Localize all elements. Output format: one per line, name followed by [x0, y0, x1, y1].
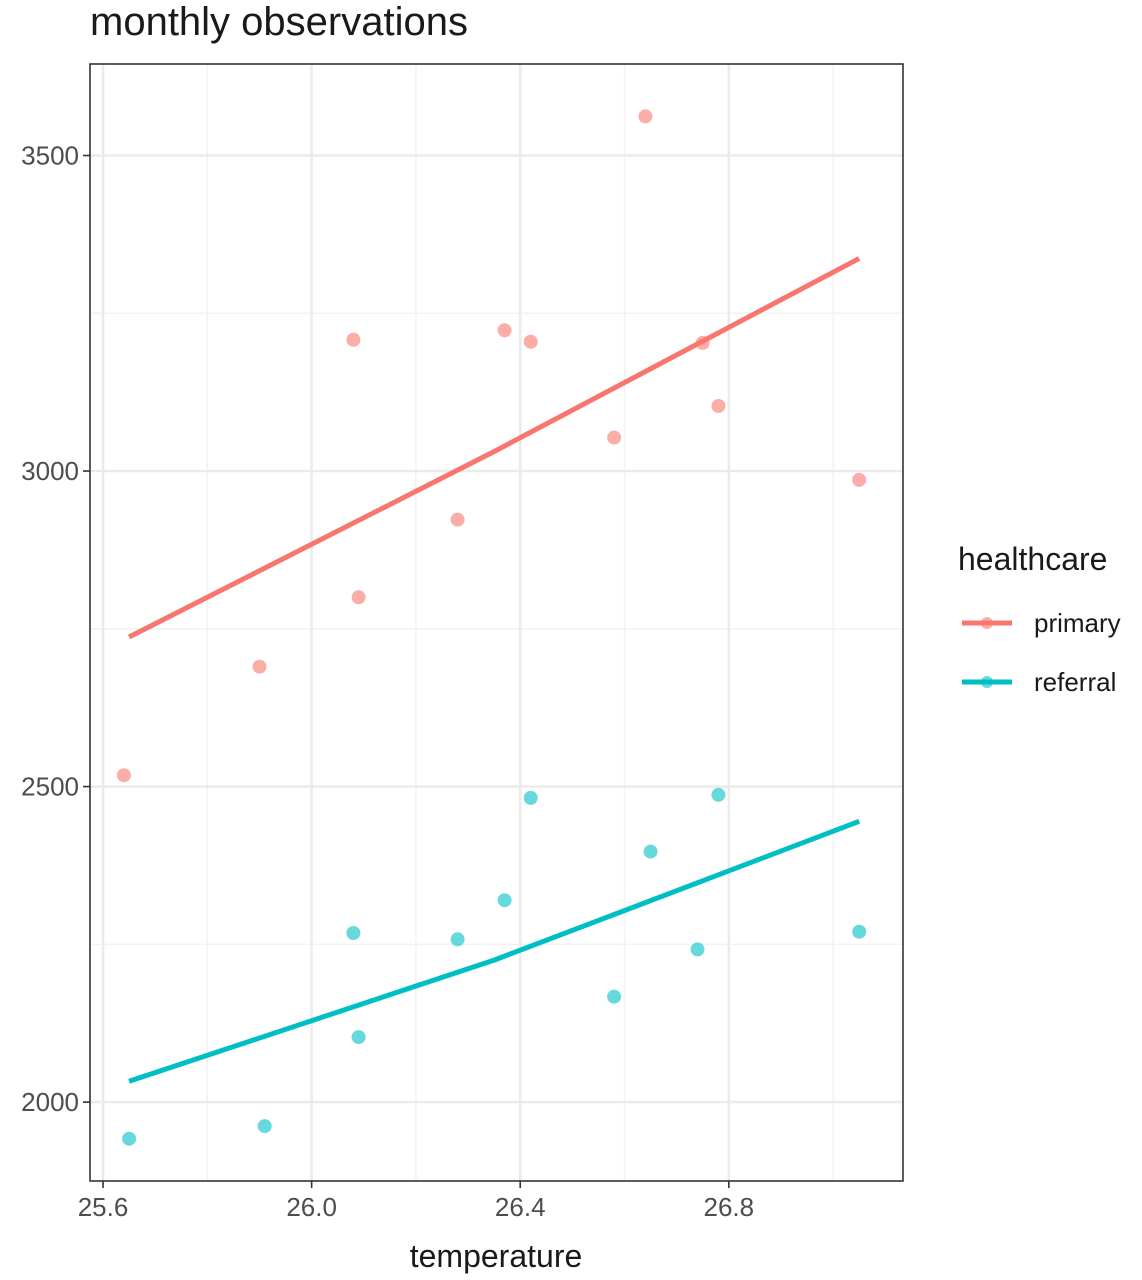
x-tick-label: 26.4 — [495, 1192, 546, 1222]
point-referral — [346, 926, 361, 940]
x-axis: 25.6 26.0 26.4 26.8 — [78, 1181, 754, 1222]
x-tick-label: 26.0 — [286, 1192, 337, 1222]
legend-title: healthcare — [958, 541, 1107, 577]
trend-line-primary — [127, 256, 861, 640]
point-primary — [852, 472, 867, 487]
point-referral — [497, 893, 512, 908]
plot-panel-border — [89, 63, 904, 1182]
point-referral — [351, 1030, 366, 1045]
point-referral — [607, 989, 622, 1004]
minor-gridlines — [90, 64, 903, 1181]
point-primary — [607, 430, 622, 445]
data-points — [116, 109, 867, 1146]
trend-lines — [127, 256, 861, 1084]
y-tick-label: 3500 — [21, 141, 79, 171]
x-tick-label: 25.6 — [78, 1192, 129, 1222]
x-tick-label: 26.8 — [704, 1192, 755, 1222]
point-primary — [638, 109, 653, 124]
point-referral — [643, 844, 658, 859]
legend-item-referral: referral — [962, 667, 1116, 697]
legend-item-primary: primary — [962, 608, 1121, 638]
legend: healthcare primary referral — [958, 541, 1121, 697]
legend-key-point — [981, 676, 993, 688]
point-primary — [450, 512, 465, 527]
point-primary — [497, 323, 512, 338]
point-primary — [523, 334, 538, 349]
y-tick-label: 2500 — [21, 772, 79, 802]
point-referral — [450, 932, 465, 947]
trend-line-referral — [128, 818, 861, 1084]
y-tick-label: 2000 — [21, 1087, 79, 1117]
point-primary — [346, 332, 361, 347]
point-primary — [711, 399, 726, 413]
plot-panel-background — [90, 64, 903, 1181]
point-primary — [351, 590, 366, 605]
point-primary — [252, 659, 267, 674]
point-referral — [122, 1131, 137, 1146]
y-tick-label: 3000 — [21, 456, 79, 486]
legend-label: referral — [1034, 667, 1116, 697]
major-gridlines — [90, 64, 903, 1181]
point-referral — [852, 924, 867, 939]
point-referral — [523, 790, 538, 805]
x-axis-title: temperature — [410, 1238, 583, 1274]
point-referral — [690, 942, 705, 957]
point-primary — [116, 768, 131, 783]
y-axis: 2000 2500 3000 3500 — [21, 141, 90, 1117]
point-referral — [257, 1119, 272, 1134]
legend-label: primary — [1034, 608, 1121, 638]
legend-key-point — [981, 617, 993, 629]
point-primary — [695, 335, 710, 350]
chart-title: monthly observations — [90, 0, 468, 44]
point-referral — [711, 787, 726, 802]
